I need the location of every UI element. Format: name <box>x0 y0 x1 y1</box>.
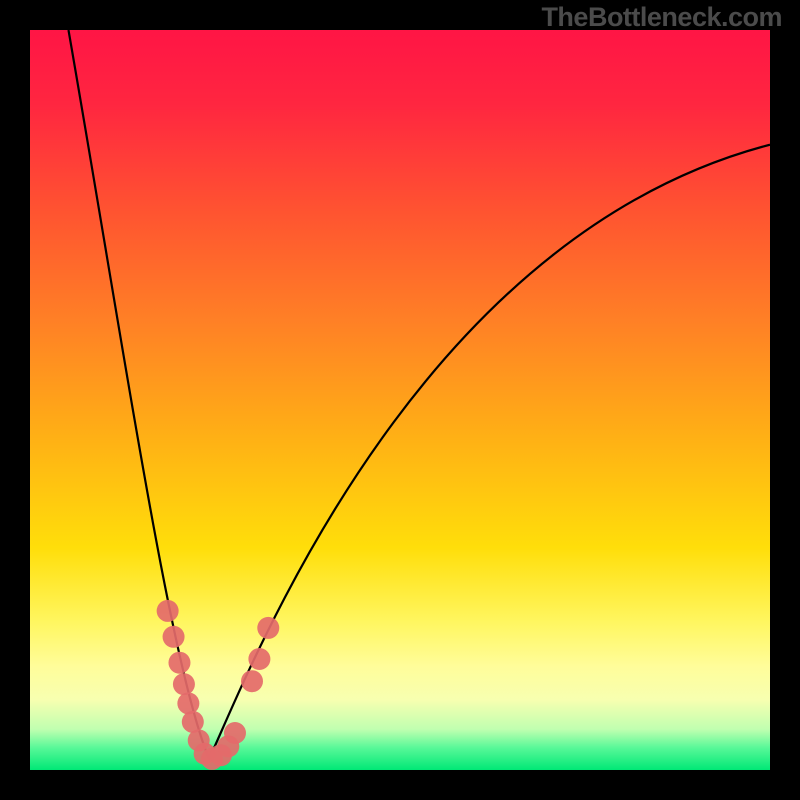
chart-frame: TheBottleneck.com <box>0 0 800 800</box>
data-point <box>168 652 190 674</box>
data-points <box>157 600 280 770</box>
data-point <box>177 692 199 714</box>
curve-layer <box>30 30 770 770</box>
data-point <box>248 648 270 670</box>
data-point <box>163 626 185 648</box>
data-point <box>241 670 263 692</box>
data-point <box>173 673 195 695</box>
watermark-text: TheBottleneck.com <box>541 2 782 33</box>
data-point <box>257 617 279 639</box>
plot-area <box>30 30 770 770</box>
data-point <box>157 600 179 622</box>
bottleneck-curve <box>68 30 770 759</box>
data-point <box>224 722 246 744</box>
